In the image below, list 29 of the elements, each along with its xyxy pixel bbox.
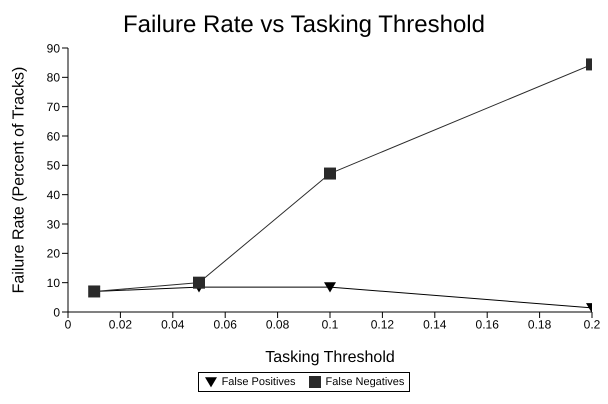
y-axis-title: Failure Rate (Percent of Tracks) xyxy=(10,66,28,294)
y-tick-label: 80 xyxy=(46,70,60,85)
chart-title: Failure Rate vs Tasking Threshold xyxy=(122,10,486,40)
legend-label: False Positives xyxy=(220,375,296,389)
x-tick-label: 0.02 xyxy=(108,318,132,332)
y-tick-label: 70 xyxy=(46,100,60,114)
y-tick-label: 40 xyxy=(46,188,60,202)
y-tick-label: 30 xyxy=(46,217,60,232)
x-tick-label: 0.04 xyxy=(161,318,185,332)
legend-label: False Negatives xyxy=(324,375,404,389)
x-tick-label: 0 xyxy=(64,318,72,332)
x-tick-label: 0.2 xyxy=(584,318,601,332)
point xyxy=(193,276,205,289)
x-tick-label: 0.1 xyxy=(322,318,339,332)
point xyxy=(324,168,336,180)
y-tick-label: 50 xyxy=(46,158,60,173)
point xyxy=(324,282,336,292)
y-tick-label: 10 xyxy=(46,276,60,290)
x-tick-label: 0.14 xyxy=(423,318,447,332)
y-tick-label: 90 xyxy=(46,41,60,56)
x-tick-label: 0.12 xyxy=(370,318,394,332)
x-tick-label: 0.18 xyxy=(528,318,552,332)
y-tick-label: 60 xyxy=(46,129,60,144)
x-tick-label: 0.06 xyxy=(214,318,238,332)
x-tick-label: 0.08 xyxy=(266,318,290,332)
x-tick-label: 0.16 xyxy=(476,318,500,332)
y-tick-label: 20 xyxy=(46,246,60,261)
x-axis-title: Tasking Threshold xyxy=(265,349,395,366)
y-tick-label: 0 xyxy=(53,305,60,320)
